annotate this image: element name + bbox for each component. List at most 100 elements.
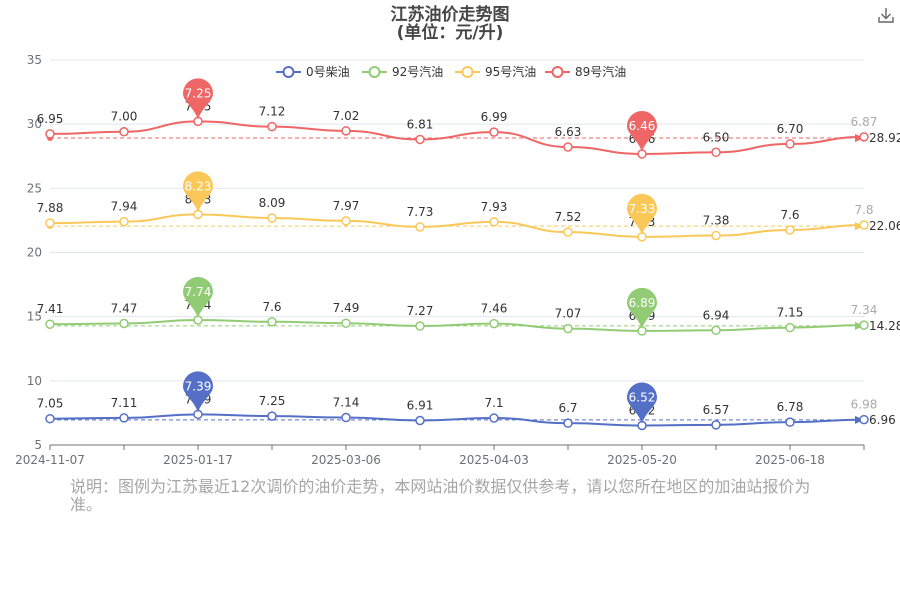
data-label: 6.81 <box>407 117 434 131</box>
data-point[interactable] <box>489 413 499 423</box>
x-tick-label: 2025-04-03 <box>459 453 529 467</box>
data-point[interactable] <box>45 218 55 228</box>
data-point[interactable] <box>489 318 499 329</box>
data-point[interactable] <box>45 129 55 139</box>
legend-marker-icon <box>368 66 381 78</box>
data-point[interactable] <box>785 225 795 235</box>
x-tick-label: 2025-06-18 <box>755 453 825 467</box>
data-point[interactable] <box>415 321 425 331</box>
data-label: 7.05 <box>37 397 64 411</box>
data-point[interactable] <box>415 134 425 145</box>
data-point[interactable] <box>489 127 499 137</box>
y-tick-label: 25 <box>27 181 42 195</box>
data-label: 8.09 <box>259 196 286 210</box>
max-pin: 7.74 <box>183 277 213 319</box>
series-0: 6.967.057.117.397.257.146.917.16.76.526.… <box>37 392 896 431</box>
series-line <box>49 413 865 427</box>
data-point[interactable] <box>267 213 277 223</box>
data-label: 6.50 <box>703 130 730 144</box>
pin-shape <box>183 171 213 213</box>
pin-shape <box>627 193 657 235</box>
data-point[interactable] <box>267 121 277 132</box>
data-point[interactable] <box>563 323 573 334</box>
legend-label: 89号汽油 <box>575 64 626 79</box>
x-tick-label: 2025-05-20 <box>607 453 677 467</box>
legend-label: 95号汽油 <box>485 64 536 79</box>
data-point[interactable] <box>859 414 869 425</box>
data-point[interactable] <box>563 418 573 428</box>
data-point[interactable] <box>267 317 277 327</box>
download-icon[interactable] <box>876 5 896 25</box>
grid <box>50 59 864 382</box>
data-point[interactable] <box>45 319 55 329</box>
data-label: 7.88 <box>37 201 64 215</box>
data-point[interactable] <box>785 322 795 333</box>
data-point[interactable] <box>711 230 721 241</box>
data-label: 7.12 <box>259 105 286 119</box>
chart-note: 说明：图例为江苏最近12次调价的油价走势，本网站油价数据仅供参考，请以您所在地区… <box>70 477 811 514</box>
pin-label: 7.39 <box>185 379 212 393</box>
legend[interactable]: 0号柴油 92号汽油 95号汽油 89号汽油 <box>276 64 626 79</box>
data-point[interactable] <box>711 420 721 430</box>
data-point[interactable] <box>785 417 795 427</box>
min-pin: 7.33 <box>627 193 657 235</box>
pin-label: 7.74 <box>185 285 212 299</box>
data-label: 6.98 <box>851 398 878 412</box>
data-point[interactable] <box>859 132 869 142</box>
data-point[interactable] <box>341 318 351 328</box>
data-point[interactable] <box>415 415 425 426</box>
data-point[interactable] <box>711 147 721 158</box>
data-label: 6.95 <box>37 112 64 126</box>
y-tick-label: 30 <box>27 117 42 131</box>
series-line <box>49 213 865 238</box>
data-label: 7.41 <box>37 302 64 316</box>
series-1: 14.287.417.477.747.67.497.277.467.076.89… <box>37 298 900 336</box>
data-point[interactable] <box>415 222 425 232</box>
series-3: 28.926.957.007.257.127.026.816.996.636.4… <box>37 99 900 159</box>
y-tick-label: 20 <box>27 246 42 260</box>
data-point[interactable] <box>489 217 499 227</box>
legend-item[interactable]: 92号汽油 <box>362 64 443 79</box>
data-point[interactable] <box>563 142 573 152</box>
data-point[interactable] <box>267 411 277 421</box>
x-tick-label: 2025-03-06 <box>311 453 381 467</box>
legend-item[interactable]: 89号汽油 <box>545 64 626 79</box>
data-point[interactable] <box>119 413 129 423</box>
axes: 5 10 15 20 25 30 35 2024-11-07 2025-01-17 2025-03… <box>15 53 865 467</box>
min-pin: 6.46 <box>627 110 657 152</box>
data-point[interactable] <box>119 126 129 137</box>
pin-shape <box>627 110 657 152</box>
data-point[interactable] <box>859 220 869 230</box>
series-2: 22.067.887.948.238.097.977.737.937.527.3… <box>37 192 900 242</box>
data-label: 7.6 <box>780 208 799 222</box>
data-label: 7.02 <box>333 109 360 123</box>
data-point[interactable] <box>711 325 721 336</box>
data-point[interactable] <box>859 320 869 330</box>
data-label: 7.52 <box>555 210 582 224</box>
pin-label: 6.46 <box>629 119 656 133</box>
pin-label: 7.33 <box>629 202 656 216</box>
data-point[interactable] <box>45 413 55 424</box>
max-pin: 7.25 <box>183 78 213 120</box>
data-label: 7.15 <box>777 306 804 320</box>
data-point[interactable] <box>119 216 129 227</box>
legend-item[interactable]: 95号汽油 <box>455 64 536 79</box>
data-point[interactable] <box>341 216 351 226</box>
pin-label: 6.52 <box>629 390 656 404</box>
data-point[interactable] <box>563 227 573 237</box>
data-label: 7.46 <box>481 302 508 316</box>
data-label: 6.99 <box>481 110 508 124</box>
data-label: 7.34 <box>851 303 878 317</box>
average-label: 22.06 <box>869 219 900 233</box>
data-label: 6.57 <box>703 403 730 417</box>
data-point[interactable] <box>785 139 795 149</box>
data-point[interactable] <box>341 126 351 136</box>
min-pin: 6.52 <box>627 382 657 424</box>
data-point[interactable] <box>119 318 129 329</box>
x-tick-label: 2024-11-07 <box>15 453 85 467</box>
data-point[interactable] <box>341 412 351 423</box>
legend-item[interactable]: 0号柴油 <box>276 65 350 79</box>
y-tick-label: 10 <box>27 374 42 388</box>
chart-title: 江苏油价走势图 <box>391 4 510 25</box>
